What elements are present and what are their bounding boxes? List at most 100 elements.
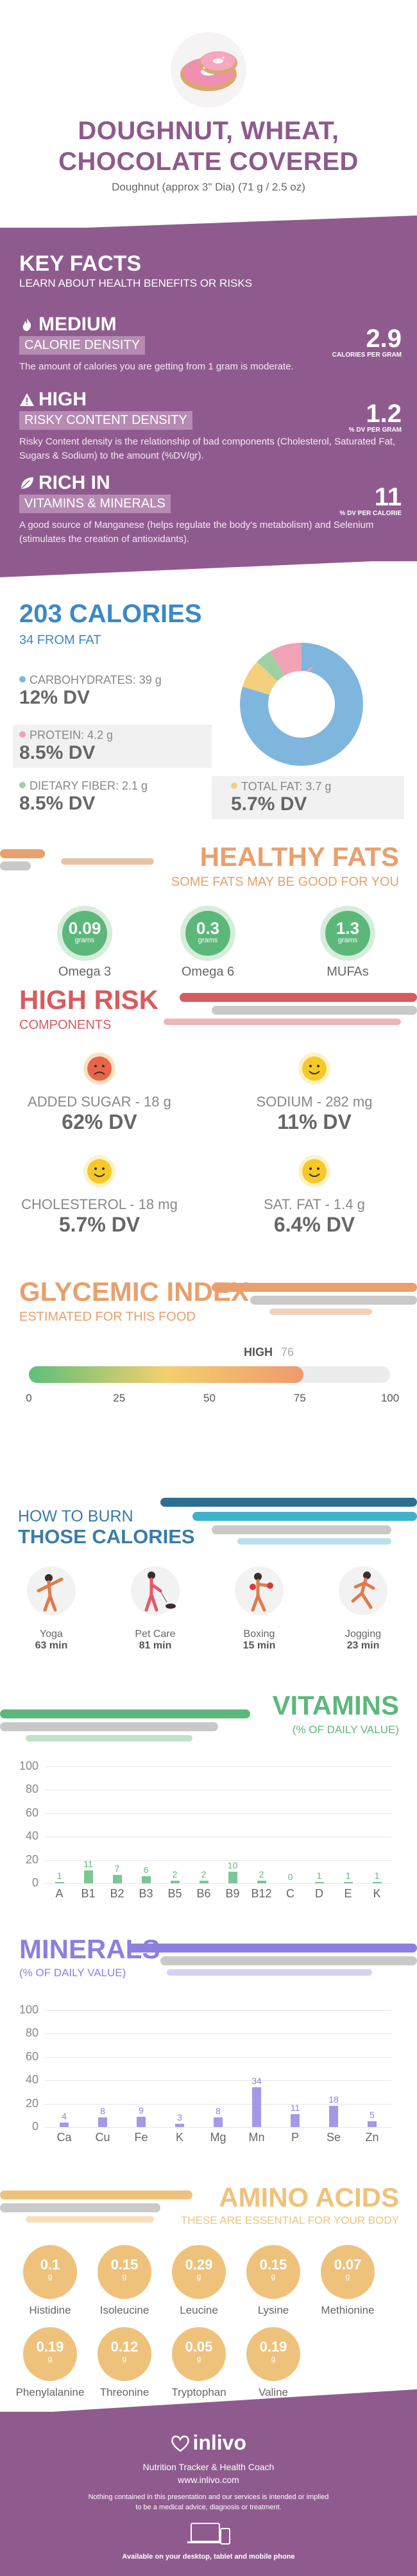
bar-value-label: 5	[370, 2109, 375, 2120]
bar	[112, 1875, 122, 1883]
fat-label: MUFAs	[327, 965, 369, 979]
footer-brand[interactable]: inlivo	[0, 2431, 417, 2455]
amino-acid-circle: 0.07 g	[321, 2245, 375, 2299]
fat-value: 0.09	[68, 919, 101, 938]
gridline	[45, 2056, 391, 2058]
bar	[329, 2106, 338, 2127]
key-fact-category: RISKY CONTENT DENSITY	[19, 411, 192, 430]
fat-value: 0.3	[196, 919, 220, 938]
glycemic-tick-label: 0	[26, 1392, 32, 1404]
risk-dv: 5.7% DV	[58, 1213, 140, 1236]
category-label: B6	[196, 1887, 211, 1900]
bar	[175, 2123, 184, 2127]
nutrient-dv: 8.5% DV	[19, 793, 96, 814]
decorative-stripe	[0, 1722, 218, 1731]
amino-acid-circle: 0.19 g	[246, 2327, 300, 2381]
footer-url[interactable]: www.inlivo.com	[178, 2475, 239, 2485]
decorative-stripe	[250, 1296, 417, 1305]
calories-title: 203 CALORIES	[19, 600, 202, 628]
happy-face-icon	[83, 1155, 115, 1187]
decorative-stripe	[0, 2190, 192, 2199]
glycemic-tick-label: 75	[293, 1392, 306, 1404]
fat-unit: grams	[337, 936, 358, 944]
key-facts-subtitle: LEARN ABOUT HEALTH BENEFITS OR RISKS	[19, 277, 253, 289]
burn-label: Jogging	[345, 1629, 382, 1640]
category-label: Ca	[56, 2131, 72, 2144]
yoga-icon	[27, 1566, 76, 1615]
burn-label: Boxing	[243, 1629, 275, 1640]
category-label: P	[291, 2131, 299, 2144]
amino-acid-label: Isoleucine	[99, 2304, 149, 2316]
brand-name: inlivo	[192, 2431, 246, 2454]
key-fact-level: RICH IN	[38, 472, 110, 493]
amino-acid-item: 0.05 g Tryptophan	[157, 2327, 241, 2399]
key-fact-category: CALORIE DENSITY	[19, 336, 146, 355]
key-fact-risky-content: HIGH RISKY CONTENT DENSITY Risky Content…	[19, 389, 402, 463]
category-label: Fe	[134, 2131, 148, 2144]
bar-value-label: 2	[259, 1869, 264, 1880]
risk-dv: 11% DV	[277, 1110, 352, 1133]
category-label: A	[55, 1887, 64, 1900]
key-fact-value: 1.2	[366, 400, 402, 428]
bar	[343, 1882, 353, 1883]
amino-acid-circle: 0.15 g	[98, 2245, 151, 2299]
burn-minutes: 63 min	[35, 1640, 68, 1651]
footer-disclaimer-line1: Nothing contained in this presentation a…	[88, 2493, 329, 2501]
amino-acid-unit: g	[47, 2354, 53, 2363]
amino-acid-item: 0.1 g Histidine	[8, 2245, 92, 2317]
decorative-stripe	[61, 858, 154, 865]
decorative-stripe	[160, 1956, 417, 1965]
minerals-title: MINERALS	[19, 1934, 160, 1964]
food-title-line1: DOUGHNUT, WHEAT,	[78, 117, 339, 145]
bar	[228, 1871, 237, 1883]
glycemic-tick-label: 25	[113, 1392, 126, 1404]
key-fact-unit: % DV PER CALORIE	[339, 510, 402, 517]
amino-acids-subtitle: THESE ARE ESSENTIAL FOR YOUR BODY	[180, 2214, 399, 2226]
food-title: DOUGHNUT, WHEAT, CHOCOLATE COVERED	[0, 115, 417, 177]
burn-minutes: 15 min	[243, 1640, 276, 1651]
fat-label: Omega 6	[181, 965, 235, 979]
decorative-stripe	[212, 1283, 417, 1292]
amino-acid-circle: 0.19 g	[23, 2327, 77, 2381]
amino-acid-label: Threonine	[99, 2386, 149, 2398]
devices-icon	[187, 2523, 230, 2545]
vitamins-title: VITAMINS	[272, 1690, 399, 1720]
decorative-stripe	[180, 993, 417, 1002]
vitamins-subtitle: (% OF DAILY VALUE)	[292, 1724, 399, 1736]
fat-label: Omega 3	[58, 965, 112, 979]
bar	[368, 2121, 377, 2127]
decorative-stripe	[269, 1309, 372, 1315]
y-tick-label: 20	[25, 1852, 38, 1866]
boxing-icon	[235, 1566, 284, 1615]
amino-acid-item: 0.29 g Leucine	[157, 2245, 241, 2317]
footer-tagline: Nutrition Tracker & Health Coach	[142, 2462, 275, 2472]
healthy-fat-mufas: 1.3 grams MUFAs	[303, 911, 393, 979]
category-label: B2	[110, 1887, 124, 1900]
y-tick-label: 100	[19, 2003, 38, 2016]
amino-acid-value: 0.1	[40, 2257, 60, 2273]
donut-slice	[240, 643, 363, 766]
bar-value-label: 2	[172, 1869, 178, 1880]
footer	[0, 2412, 417, 2576]
amino-acid-circle: 0.05 g	[172, 2327, 226, 2381]
bar	[291, 2114, 300, 2127]
bar	[214, 2117, 223, 2127]
bar-value-label: 6	[143, 1865, 149, 1876]
key-facts-title: KEY FACTS	[19, 251, 142, 276]
risk-sodium: SODIUM - 282 mg 11% DV	[218, 1052, 411, 1134]
bar	[372, 1882, 382, 1883]
glycemic-readout: HIGH 76	[244, 1346, 294, 1359]
heart-logo-icon	[171, 2436, 189, 2452]
burn-minutes: 23 min	[346, 1640, 380, 1651]
risk-added-sugar: ADDED SUGAR - 18 g 62% DV	[3, 1052, 196, 1134]
amino-acid-item: 0.15 g Lysine	[232, 2245, 315, 2317]
category-label: Mg	[210, 2131, 226, 2144]
amino-acid-value: 0.15	[259, 2257, 287, 2273]
carbohydrates-dot	[19, 676, 26, 682]
key-fact-calorie-density: MEDIUM CALORIE DENSITY The amount of cal…	[19, 314, 402, 374]
burn-minutes: 81 min	[139, 1640, 172, 1651]
amino-acid-unit: g	[122, 2354, 127, 2363]
bar	[98, 2117, 107, 2127]
happy-face-icon	[298, 1155, 330, 1187]
minerals-chart: 100 80 60 40 20 0 4 Ca 8 Cu 9 Fe 3 K 8 Mg 34 Mn 11 P 18 Se 5 Zn	[0, 2001, 417, 2155]
